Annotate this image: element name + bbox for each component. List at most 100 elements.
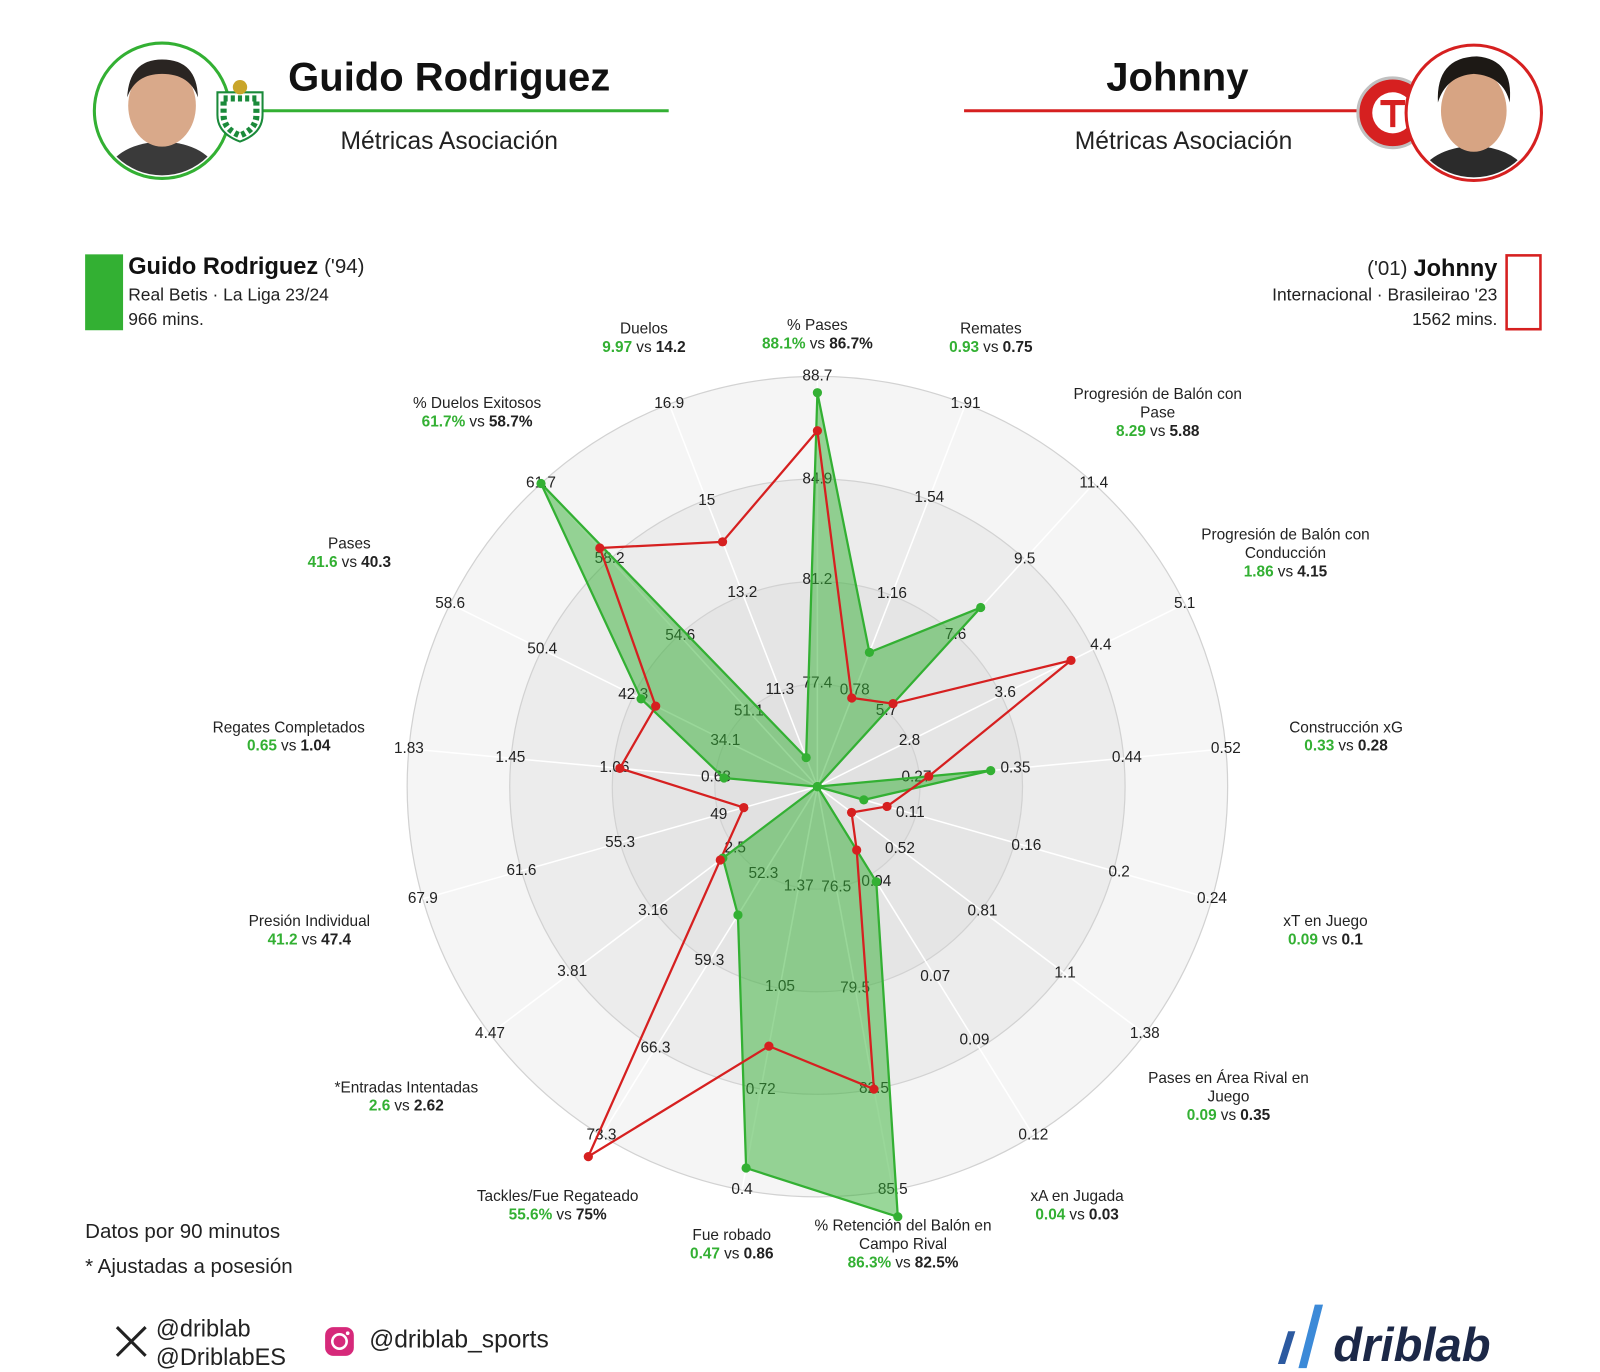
axis-label: Pases 41.6 vs 40.3 — [247, 535, 452, 572]
data-point — [615, 763, 625, 773]
tick-label: 49 — [710, 806, 727, 823]
value-label: 58.7% — [488, 413, 533, 431]
value-label: 0.47 — [690, 1244, 720, 1263]
player-minutes: 966 mins. — [128, 309, 204, 330]
value-label: 4.15 — [1297, 562, 1328, 581]
axis-label: % Duelos Exitosos 61.7% vs 58.7% — [375, 395, 580, 432]
tick-label: 0.52 — [1211, 740, 1241, 757]
axis-label: Presión Individual 41.2 vs 47.4 — [207, 913, 412, 950]
axis-values: 41.6 vs 40.3 — [247, 554, 452, 572]
value-label: 55.6% — [508, 1206, 553, 1224]
axis-values: 0.09 vs 0.35 — [1126, 1106, 1331, 1124]
separator: vs — [983, 338, 999, 357]
header-name: Guido Rodriguez — [288, 56, 610, 100]
data-point — [583, 1151, 593, 1162]
value-label: 8.29 — [1115, 422, 1146, 440]
header-subtitle: Métricas Asociación — [340, 128, 557, 155]
value-label: 0.28 — [1357, 737, 1388, 756]
axis-name: Fue robado — [692, 1226, 772, 1244]
value-label: 1.04 — [300, 737, 331, 756]
tick-label: 1.91 — [951, 395, 981, 412]
axis-values: 41.2 vs 47.4 — [207, 931, 412, 949]
axis-name: Duelos — [619, 320, 668, 338]
data-point — [882, 801, 892, 812]
tick-label: 11.4 — [1079, 475, 1108, 492]
data-point — [976, 602, 986, 613]
tick-label: 0.11 — [896, 804, 925, 821]
value-label: 61.7% — [421, 413, 466, 431]
axis-name: Regates Completados — [212, 719, 365, 737]
axis-name: Tackles/Fue Regateado — [476, 1187, 639, 1206]
separator: vs — [1277, 562, 1294, 581]
axis-name: % Pases — [787, 316, 848, 335]
axis-values: 61.7% vs 58.7% — [375, 413, 580, 431]
tick-label: 0.44 — [1112, 749, 1142, 766]
player-year: ('01) — [1367, 257, 1408, 280]
data-point — [871, 877, 881, 887]
data-point — [852, 845, 862, 855]
data-point — [846, 807, 857, 818]
axis-values: 88.1% vs 86.7% — [715, 335, 920, 353]
axis-name: Pases — [327, 535, 371, 553]
data-point — [812, 782, 823, 792]
axis-label: Construcción xG 0.33 vs 0.28 — [1243, 719, 1448, 756]
value-label: 0.86 — [743, 1244, 774, 1263]
data-point — [536, 478, 546, 489]
data-point — [715, 855, 725, 865]
value-label: 0.1 — [1341, 931, 1363, 949]
axis-name: xA en Jugada — [1030, 1187, 1124, 1206]
tick-label: 0.09 — [959, 1031, 989, 1048]
axis-label: % Pases 88.1% vs 86.7% — [715, 317, 920, 354]
value-label: 0.65 — [246, 737, 277, 756]
data-point — [847, 693, 857, 703]
data-point — [636, 694, 646, 704]
header-subtitle: Métricas Asociación — [1075, 128, 1292, 155]
separator: vs — [1220, 1106, 1237, 1124]
separator: vs — [636, 338, 652, 357]
value-label: 0.33 — [1304, 737, 1335, 756]
value-label: 9.97 — [602, 338, 633, 357]
tick-label: 0.35 — [1000, 759, 1030, 776]
player-photo — [92, 41, 232, 180]
tick-label: 0.81 — [968, 902, 998, 919]
tick-label: 15 — [698, 492, 715, 509]
data-point — [764, 1041, 774, 1051]
axis-values: 0.47 vs 0.86 — [629, 1245, 834, 1263]
separator: vs — [394, 1097, 410, 1115]
brand-mark — [1277, 1304, 1324, 1369]
axis-label: xT en Juego 0.09 vs 0.1 — [1223, 913, 1428, 950]
value-label: 86.3% — [847, 1253, 892, 1272]
separator: vs — [341, 553, 358, 572]
data-point — [893, 1212, 903, 1222]
tick-label: 2.8 — [899, 732, 920, 749]
value-label: 41.2 — [267, 931, 298, 949]
value-label: 0.09 — [1186, 1106, 1217, 1124]
tick-label: 1.38 — [1130, 1025, 1160, 1042]
separator: vs — [895, 1253, 911, 1272]
tick-label: 1.45 — [495, 749, 525, 766]
axis-name: % Duelos Exitosos — [412, 394, 542, 413]
axis-values: 55.6% vs 75% — [455, 1206, 660, 1224]
axis-label: xA en Jugada 0.04 vs 0.03 — [975, 1188, 1180, 1225]
separator: vs — [281, 737, 297, 756]
value-label: 2.6 — [368, 1097, 391, 1115]
data-point — [801, 752, 811, 763]
tick-label: 9.5 — [1014, 550, 1035, 567]
axis-values: 0.65 vs 1.04 — [186, 738, 391, 756]
tick-label: 58.6 — [435, 595, 465, 612]
separator: vs — [301, 931, 318, 949]
player-name: Johnny — [1413, 254, 1498, 282]
tick-label: 0.07 — [920, 968, 950, 985]
spoke — [816, 786, 1146, 1035]
social-handle: @driblab — [155, 1314, 251, 1342]
axis-name: Remates — [960, 320, 1022, 338]
series-area — [587, 429, 1073, 1158]
axis-name: % Retención del Balón en Campo Rival — [814, 1216, 992, 1253]
value-label: 41.6 — [307, 553, 338, 572]
value-label: 82.5% — [914, 1253, 959, 1272]
data-point — [717, 537, 728, 547]
tick-label: 0.2 — [1108, 864, 1129, 881]
tick-label: 67.9 — [408, 890, 438, 907]
data-point — [888, 699, 898, 709]
spoke — [817, 603, 1185, 788]
